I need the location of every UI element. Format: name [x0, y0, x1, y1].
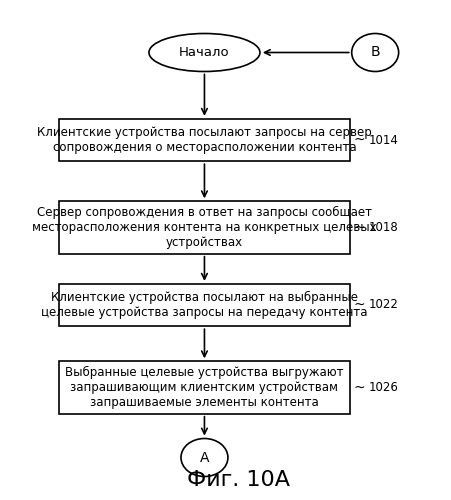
Ellipse shape: [180, 438, 227, 476]
Text: Фиг. 10А: Фиг. 10А: [187, 470, 290, 490]
Text: Выбранные целевые устройства выгружают
запрашивающим клиентским устройствам
запр: Выбранные целевые устройства выгружают з…: [65, 366, 343, 409]
Text: Клиентские устройства посылают на выбранные
целевые устройства запросы на переда: Клиентские устройства посылают на выбран…: [41, 291, 367, 319]
FancyBboxPatch shape: [59, 361, 349, 414]
Text: 1022: 1022: [368, 298, 398, 312]
Text: 1014: 1014: [368, 134, 398, 146]
Text: ~: ~: [353, 380, 365, 394]
Text: 1026: 1026: [368, 381, 398, 394]
Text: ~: ~: [353, 133, 365, 147]
FancyBboxPatch shape: [59, 201, 349, 254]
Text: Начало: Начало: [179, 46, 229, 59]
FancyBboxPatch shape: [59, 118, 349, 161]
Text: Сервер сопровождения в ответ на запросы сообщает
месторасположения контента на к: Сервер сопровождения в ответ на запросы …: [32, 206, 376, 249]
Text: 1018: 1018: [368, 221, 398, 234]
Text: B: B: [369, 46, 379, 60]
Ellipse shape: [149, 34, 259, 72]
Text: ~: ~: [353, 220, 365, 234]
Ellipse shape: [351, 34, 398, 72]
Text: Клиентские устройства посылают запросы на сервер
сопровождения о месторасположен: Клиентские устройства посылают запросы н…: [37, 126, 371, 154]
FancyBboxPatch shape: [59, 284, 349, 326]
Text: ~: ~: [353, 298, 365, 312]
Text: A: A: [199, 450, 209, 464]
